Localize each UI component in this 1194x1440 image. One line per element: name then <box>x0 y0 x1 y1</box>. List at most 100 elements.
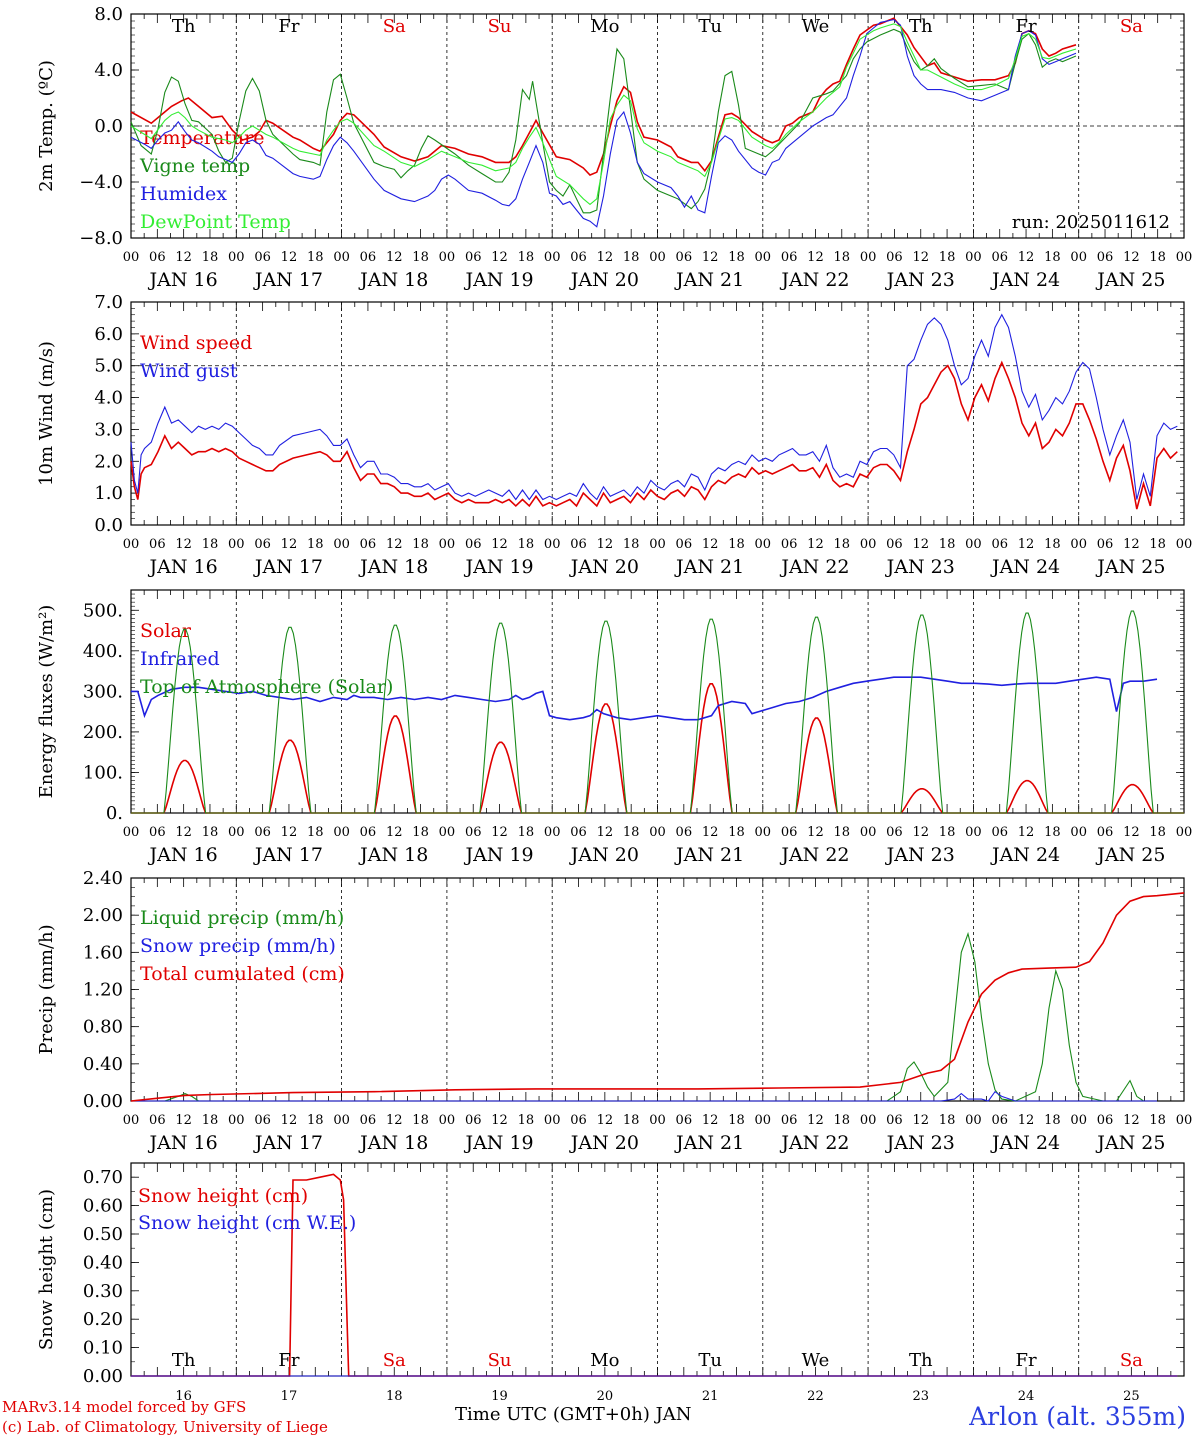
y-axis-title: Precip (mm/h) <box>36 924 57 1054</box>
y-tick-label: 0.30 <box>83 1281 123 1302</box>
hour-label: 12 <box>491 537 508 552</box>
date-label: JAN 25 <box>1095 556 1165 578</box>
hour-label: 06 <box>781 250 798 265</box>
hour-label: 18 <box>202 1113 219 1128</box>
y-axis-title: 2m Temp. (ºC) <box>36 60 57 192</box>
hour-label: 12 <box>597 537 614 552</box>
hour-label: 12 <box>597 1113 614 1128</box>
hour-label: 00 <box>123 825 140 840</box>
hour-label: 12 <box>807 250 824 265</box>
weekday-label: Sa <box>383 16 406 37</box>
hour-label: 18 <box>728 825 745 840</box>
series-line-infrared <box>131 676 1158 721</box>
date-label: JAN 23 <box>885 556 955 578</box>
date-label: JAN 19 <box>463 844 533 866</box>
hour-label: 06 <box>991 250 1008 265</box>
hour-label: 18 <box>939 537 956 552</box>
hour-label: 00 <box>965 250 982 265</box>
series-line-snow-height-cm- <box>131 1173 1178 1377</box>
plot-frame <box>130 301 1185 526</box>
legend-entry: Snow height (cm) <box>138 1185 308 1207</box>
date-label: JAN 24 <box>990 556 1060 578</box>
hour-label: 12 <box>597 825 614 840</box>
weekday-label: Tu <box>698 16 722 37</box>
y-tick-label: −4.0 <box>79 172 123 193</box>
weekday-label: Su <box>488 16 512 37</box>
y-tick-label: 200. <box>83 722 123 743</box>
hour-label: 18 <box>728 537 745 552</box>
hour-label: 18 <box>518 537 535 552</box>
day-number-label: 20 <box>597 1389 614 1404</box>
y-axis-title: Energy fluxes (W/m²) <box>36 605 57 799</box>
hour-label: 18 <box>307 537 324 552</box>
hour-label: 06 <box>360 537 377 552</box>
y-tick-label: 0.0 <box>94 515 123 536</box>
hour-label: 00 <box>228 250 245 265</box>
hour-label: 12 <box>1018 537 1035 552</box>
weekday-label: Th <box>909 1350 933 1371</box>
weekday-label: Mo <box>590 16 619 37</box>
date-label: JAN 21 <box>674 1132 744 1154</box>
date-label: JAN 25 <box>1095 1132 1165 1154</box>
hour-label: 00 <box>544 537 561 552</box>
day-number-label: 18 <box>386 1389 403 1404</box>
hour-label: 00 <box>860 825 877 840</box>
hour-label: 18 <box>518 250 535 265</box>
hour-label: 06 <box>991 537 1008 552</box>
plot-frame <box>130 589 1185 814</box>
hour-label: 12 <box>175 537 192 552</box>
hour-label: 00 <box>965 1113 982 1128</box>
hour-label: 06 <box>676 1113 693 1128</box>
weekday-label: Th <box>172 16 196 37</box>
hour-label: 00 <box>1070 250 1087 265</box>
date-label: JAN 17 <box>253 844 323 866</box>
hour-label: 18 <box>307 250 324 265</box>
date-label: JAN 20 <box>569 269 639 291</box>
weekday-label: Su <box>488 1350 512 1371</box>
hour-label: 18 <box>412 537 429 552</box>
hour-label: 12 <box>491 250 508 265</box>
y-tick-label: 0. <box>106 803 123 824</box>
hour-label: 00 <box>649 250 666 265</box>
y-tick-label: 6.0 <box>94 324 123 345</box>
hour-label: 12 <box>175 250 192 265</box>
hour-label: 12 <box>702 825 719 840</box>
date-label: JAN 23 <box>885 269 955 291</box>
hour-label: 00 <box>439 825 456 840</box>
series-line-top-of-atmosphere-solar- <box>131 610 1184 814</box>
y-tick-label: 500. <box>83 600 123 621</box>
legend-entry: Infrared <box>140 648 220 670</box>
x-axis-title: Time UTC (GMT+0h) JAN <box>455 1404 692 1425</box>
hour-label: 00 <box>1176 1113 1193 1128</box>
hour-label: 00 <box>333 825 350 840</box>
hour-label: 18 <box>834 537 851 552</box>
weekday-label: Tu <box>698 1350 722 1371</box>
y-tick-label: 4.0 <box>94 388 123 409</box>
hour-label: 18 <box>728 1113 745 1128</box>
legend-entry: Total cumulated (cm) <box>140 963 345 985</box>
hour-label: 06 <box>781 1113 798 1128</box>
y-axis-title: 10m Wind (m/s) <box>36 341 57 486</box>
y-tick-label: 2.0 <box>94 451 123 472</box>
weekday-label: Fr <box>278 16 299 37</box>
hour-label: 06 <box>254 825 271 840</box>
hour-label: 18 <box>939 1113 956 1128</box>
hour-label: 18 <box>412 825 429 840</box>
y-tick-label: 7.0 <box>94 292 123 313</box>
hour-label: 12 <box>1123 1113 1140 1128</box>
series-line-total-cumulated-cm- <box>130 892 1185 1102</box>
hour-label: 12 <box>491 825 508 840</box>
weekday-label: Sa <box>383 1350 406 1371</box>
hour-label: 18 <box>412 1113 429 1128</box>
hour-label: 12 <box>281 250 298 265</box>
day-number-label: 16 <box>175 1389 192 1404</box>
hour-label: 06 <box>465 250 482 265</box>
hour-label: 18 <box>939 825 956 840</box>
hour-label: 12 <box>1123 537 1140 552</box>
date-label: JAN 17 <box>253 1132 323 1154</box>
weekday-label: Fr <box>278 1350 299 1371</box>
legend-entry: Vigne temp <box>139 155 250 177</box>
hour-label: 06 <box>360 250 377 265</box>
y-tick-label: 0.10 <box>83 1338 123 1359</box>
date-label: JAN 19 <box>463 1132 533 1154</box>
